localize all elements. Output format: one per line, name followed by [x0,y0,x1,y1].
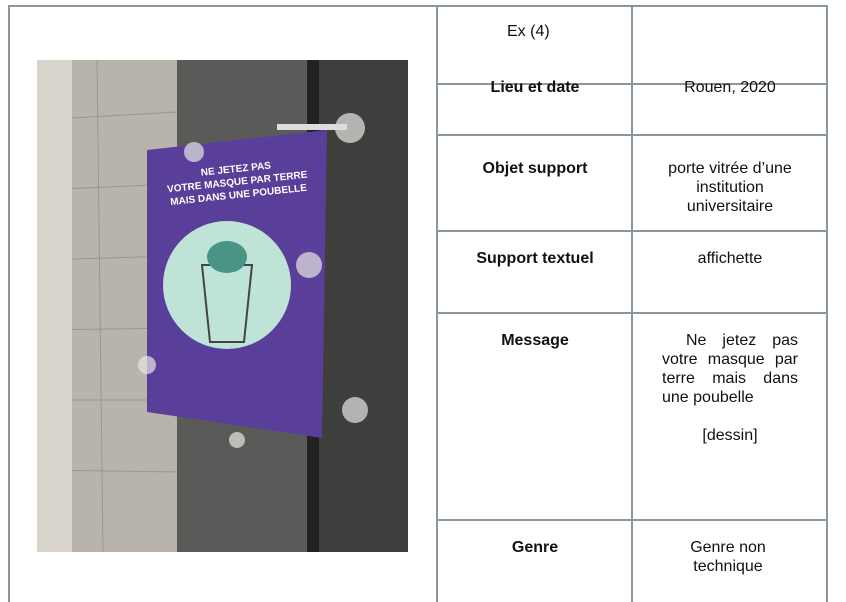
label: Support textuel [476,250,594,267]
border [826,5,828,602]
label: Message [501,332,569,349]
value: Rouen, 2020 [684,79,776,96]
value: Ne jetez pas votre masque par terre mais… [662,332,798,406]
border [436,134,828,136]
border [436,5,438,602]
border [436,83,828,85]
value: [dessin] [702,427,758,444]
border [436,312,828,314]
label: Objet support [482,160,588,177]
photo: NE JETEZ PAS VOTRE MASQUE PAR TERRE MAIS… [37,60,408,552]
border [8,5,10,602]
label: Lieu et date [490,79,580,96]
value: porte vitrée d’une institution universit… [668,160,792,215]
border [436,230,828,232]
value: affichette [697,250,763,267]
cell: Ex (4) [507,23,550,40]
value: Genre non technique [690,539,766,575]
poster-title: NE JETEZ PAS VOTRE MASQUE PAR TERRE MAIS… [167,160,309,208]
border [631,5,633,602]
border [436,519,828,521]
label: Genre [511,539,559,556]
border [8,5,828,7]
